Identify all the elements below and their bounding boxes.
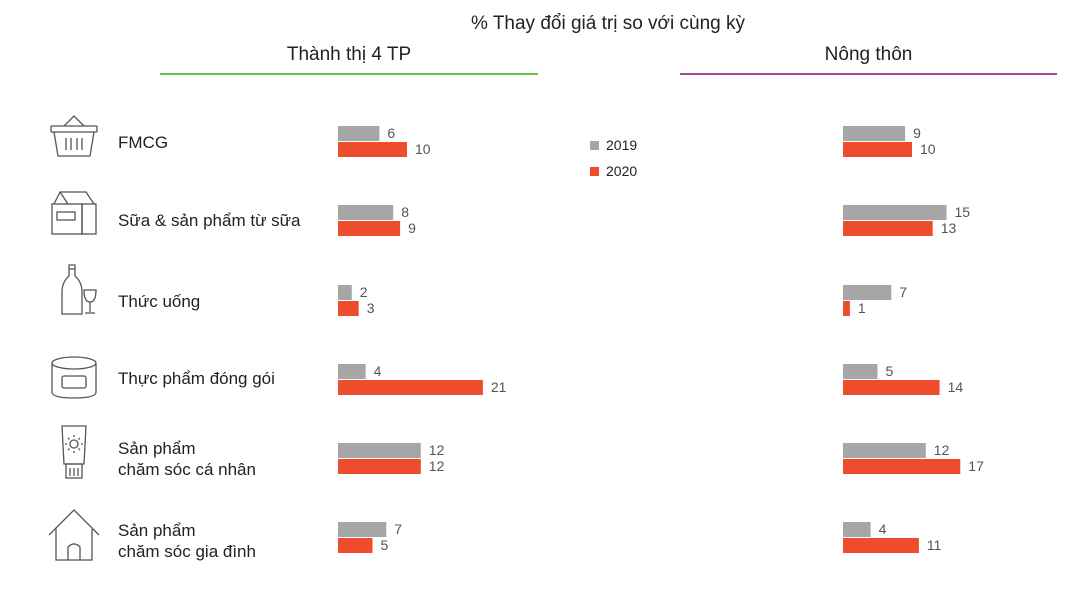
category-label-beverage: Thức uống bbox=[118, 292, 201, 311]
bar-rural-2019-5 bbox=[843, 522, 871, 537]
data-label-urban-2019-3: 4 bbox=[374, 363, 382, 379]
bar-rural-2019-4 bbox=[843, 443, 926, 458]
data-label-rural-2019-4: 12 bbox=[934, 442, 950, 458]
lotion-tube-icon bbox=[46, 424, 102, 484]
data-label-urban-2019-2: 2 bbox=[360, 284, 368, 300]
milk-carton-icon bbox=[46, 188, 102, 248]
data-label-rural-2019-3: 5 bbox=[886, 363, 894, 379]
bar-rural-2020-0 bbox=[843, 142, 912, 157]
data-label-rural-2020-2: 1 bbox=[858, 300, 866, 316]
bottle-glass-icon bbox=[46, 264, 102, 324]
bar-urban-2020-0 bbox=[338, 142, 407, 157]
bar-urban-2019-2 bbox=[338, 285, 352, 300]
legend-item-2019: 2019 bbox=[590, 132, 637, 158]
category-label-packaged-food: Thực phẩm đóng gói bbox=[118, 369, 275, 388]
data-label-rural-2020-0: 10 bbox=[920, 141, 936, 157]
bar-rural-2019-1 bbox=[843, 205, 947, 220]
data-label-urban-2019-5: 7 bbox=[394, 521, 402, 537]
data-label-urban-2020-1: 9 bbox=[408, 220, 416, 236]
bar-rural-2020-3 bbox=[843, 380, 940, 395]
bar-urban-2019-4 bbox=[338, 443, 421, 458]
category-label-dairy: Sữa & sản phẩm từ sữa bbox=[118, 211, 301, 230]
data-label-urban-2020-0: 10 bbox=[415, 141, 431, 157]
bar-urban-2019-1 bbox=[338, 205, 394, 220]
category-label-fmcg: FMCG bbox=[118, 133, 169, 152]
bar-urban-2020-1 bbox=[338, 221, 401, 236]
data-label-rural-2020-4: 17 bbox=[968, 458, 984, 474]
legend: 2019 2020 bbox=[590, 132, 637, 184]
panel-rule-urban bbox=[160, 73, 538, 75]
legend-swatch-2019 bbox=[590, 140, 599, 150]
legend-label-2019: 2019 bbox=[606, 137, 638, 153]
category-row-fmcg: FMCG bbox=[40, 112, 370, 172]
can-icon bbox=[46, 352, 102, 412]
house-icon bbox=[46, 505, 102, 565]
category-label-personal-care: Sản phẩm chăm sóc cá nhân bbox=[118, 439, 256, 479]
legend-label-2020: 2020 bbox=[606, 163, 638, 179]
panel-title-rural: Nông thôn bbox=[824, 44, 913, 65]
bar-rural-2019-2 bbox=[843, 285, 892, 300]
category-row-beverage: Thức uống bbox=[40, 264, 370, 324]
category-row-household-care: Sản phẩm chăm sóc gia đình bbox=[40, 505, 370, 565]
data-label-urban-2020-5: 5 bbox=[381, 537, 389, 553]
bar-rural-2020-5 bbox=[843, 538, 919, 553]
chart-title: % Thay đổi giá trị so với cùng kỳ bbox=[470, 13, 745, 34]
data-label-rural-2019-1: 15 bbox=[955, 204, 971, 220]
data-label-rural-2020-5: 11 bbox=[927, 537, 942, 553]
data-label-rural-2020-1: 13 bbox=[941, 220, 957, 236]
data-label-urban-2020-3: 21 bbox=[491, 379, 507, 395]
bar-rural-2019-0 bbox=[843, 126, 906, 141]
bar-rural-2019-3 bbox=[843, 364, 878, 379]
bar-rural-2020-4 bbox=[843, 459, 961, 474]
bar-urban-2020-4 bbox=[338, 459, 421, 474]
data-label-urban-2019-0: 6 bbox=[387, 125, 395, 141]
bar-rural-2020-1 bbox=[843, 221, 933, 236]
basket-icon bbox=[46, 112, 102, 172]
bar-urban-2020-2 bbox=[338, 301, 359, 316]
bar-urban-2019-0 bbox=[338, 126, 380, 141]
category-row-dairy: Sữa & sản phẩm từ sữa bbox=[40, 188, 370, 248]
data-label-rural-2019-0: 9 bbox=[913, 125, 921, 141]
bar-urban-2019-5 bbox=[338, 522, 387, 537]
bar-rural-2020-2 bbox=[843, 301, 850, 316]
bar-urban-2020-3 bbox=[338, 380, 483, 395]
category-label-household-care: Sản phẩm chăm sóc gia đình bbox=[118, 521, 256, 561]
data-label-urban-2019-1: 8 bbox=[401, 204, 409, 220]
legend-swatch-2020 bbox=[590, 166, 599, 176]
category-row-personal-care: Sản phẩm chăm sóc cá nhân bbox=[40, 424, 370, 484]
category-row-packaged-food: Thực phẩm đóng gói bbox=[40, 352, 370, 412]
data-label-urban-2020-4: 12 bbox=[429, 458, 445, 474]
data-label-rural-2020-3: 14 bbox=[948, 379, 964, 395]
data-label-urban-2020-2: 3 bbox=[367, 300, 375, 316]
legend-item-2020: 2020 bbox=[590, 158, 637, 184]
data-label-rural-2019-2: 7 bbox=[899, 284, 907, 300]
bar-urban-2019-3 bbox=[338, 364, 366, 379]
data-label-rural-2019-5: 4 bbox=[879, 521, 887, 537]
bar-urban-2020-5 bbox=[338, 538, 373, 553]
panel-rule-rural bbox=[680, 73, 1057, 75]
data-label-urban-2019-4: 12 bbox=[429, 442, 445, 458]
panel-title-urban: Thành thị 4 TP bbox=[286, 44, 412, 65]
